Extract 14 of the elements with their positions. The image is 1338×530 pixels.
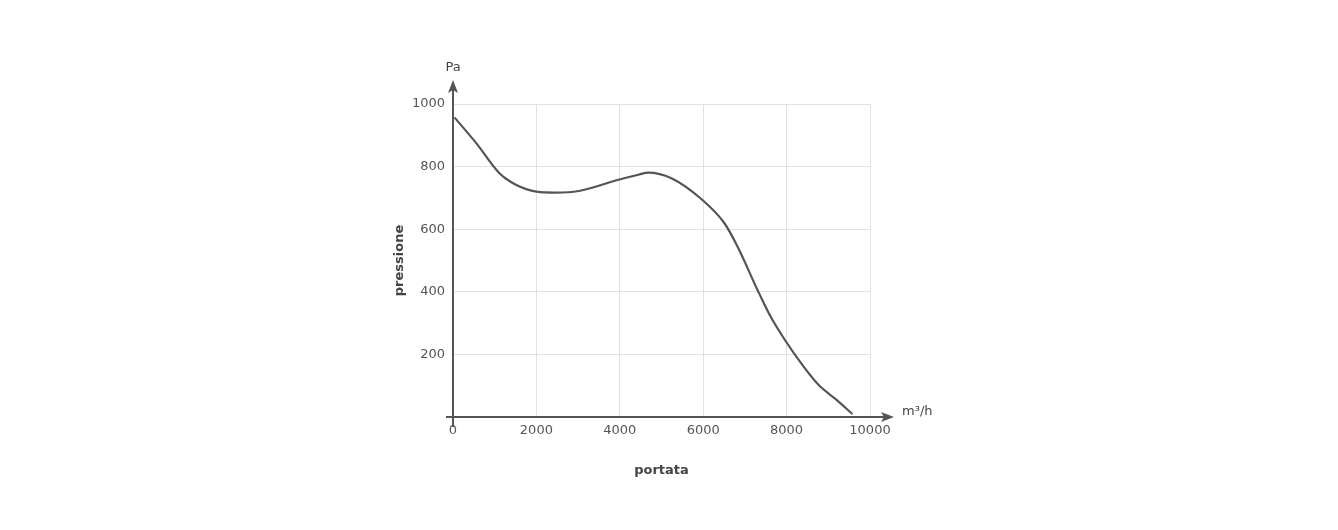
x-tick-label: 4000	[603, 422, 637, 438]
y-tick-label: 800	[420, 157, 445, 173]
x-tick-label: 10000	[849, 422, 891, 438]
x-tick-label: 8000	[770, 422, 804, 438]
x-tick-label: 2000	[519, 422, 553, 438]
y-axis-title: pressione	[391, 224, 407, 297]
x-axis-title: portata	[634, 461, 689, 477]
y-tick-label: 1000	[411, 95, 445, 111]
y-tick-label: 200	[420, 345, 445, 361]
text: m³/h	[902, 403, 933, 419]
text: Pa	[445, 59, 461, 75]
x-tick-label: 6000	[686, 422, 720, 438]
y-tick-label: 600	[420, 220, 445, 236]
y-tick-label: 400	[420, 283, 445, 299]
